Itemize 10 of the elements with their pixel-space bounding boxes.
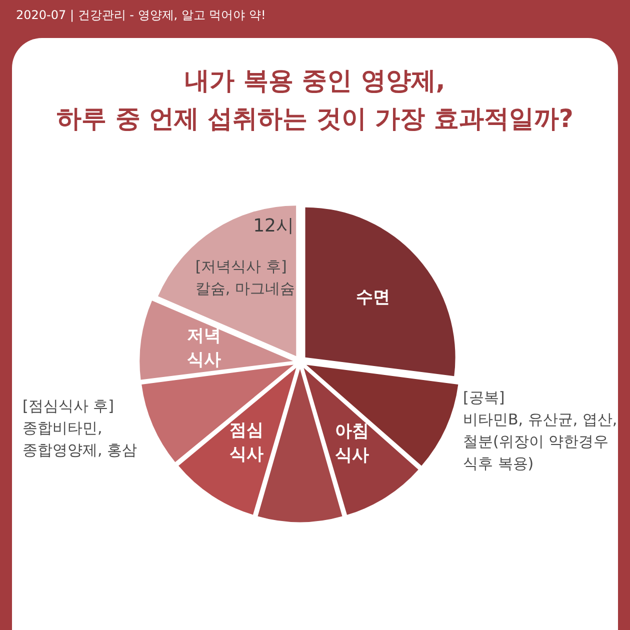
slice-label: 아침 식사 xyxy=(334,421,369,466)
slice-label: 점심 식사 xyxy=(230,420,264,464)
text: 12시 xyxy=(253,216,294,237)
slice-label: [저녁식사 후] 칼슘, 마그네슘 xyxy=(195,257,295,298)
slice-label: 저녁 식사 xyxy=(186,326,221,370)
slice-label: [점심식사 후] 종합비타민, 종합영양제, 홍삼 xyxy=(22,397,138,460)
chart-subtitle: 2020-07 | 건강관리 - 영양제, 알고 먹어야 약! xyxy=(16,7,266,24)
slice-label: 수면 xyxy=(356,287,390,308)
slice-label: [공복] 비타민B, 유산균, 엽산, 철분(위장이 약한경우 식후 복용) xyxy=(463,388,618,472)
chart-title: 내가 복용 중인 영양제, 하루 중 언제 섭취하는 것이 가장 효과적일까? xyxy=(56,65,574,135)
